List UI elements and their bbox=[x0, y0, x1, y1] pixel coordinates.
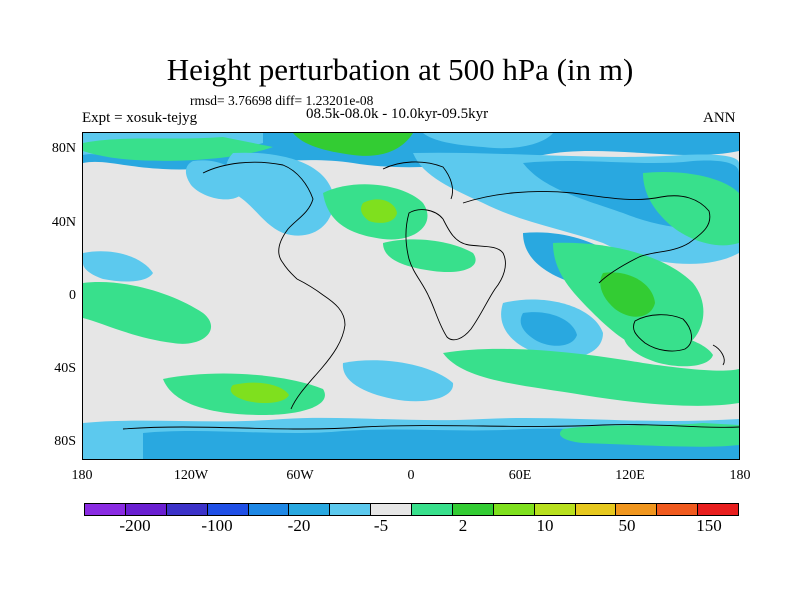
season-label: ANN bbox=[703, 110, 736, 126]
lon-label-120e: 120E bbox=[615, 468, 645, 483]
colorbar-label: -5 bbox=[373, 516, 389, 535]
colorbar-box bbox=[289, 504, 331, 515]
colorbar bbox=[84, 503, 739, 516]
colorbar-box bbox=[207, 504, 249, 515]
lon-label-180w: 180 bbox=[71, 468, 93, 483]
colorbar-box bbox=[371, 504, 412, 515]
lat-label-40s: 40S bbox=[54, 361, 76, 376]
colorbar-box bbox=[125, 504, 167, 515]
colorbar-label: -100 bbox=[201, 516, 233, 535]
colorbar-label: -200 bbox=[119, 516, 151, 535]
contour-map bbox=[83, 133, 739, 459]
lon-label-180e: 180 bbox=[729, 468, 751, 483]
colorbar-box bbox=[657, 504, 699, 515]
colorbar-box bbox=[330, 504, 372, 515]
period-label: 08.5k-08.0k - 10.0kyr-09.5kyr bbox=[306, 106, 489, 122]
colorbar-label: 150 bbox=[696, 516, 722, 535]
colorbar-label: 2 bbox=[458, 516, 468, 535]
rmsd-stats: rmsd= 3.76698 diff= 1.23201e-08 bbox=[190, 93, 374, 108]
colorbar-label: 10 bbox=[536, 516, 554, 535]
colorbar-box bbox=[85, 504, 126, 515]
colorbar-box bbox=[412, 504, 453, 515]
lat-label-80n: 80N bbox=[51, 141, 76, 156]
colorbar-box bbox=[534, 504, 576, 515]
map-plot bbox=[82, 132, 740, 460]
lat-label-80s: 80S bbox=[54, 434, 76, 449]
colorbar-box bbox=[452, 504, 494, 515]
lon-label-60e: 60E bbox=[508, 468, 532, 483]
lat-label-40n: 40N bbox=[51, 215, 76, 230]
colorbar-box bbox=[166, 504, 208, 515]
colorbar-box bbox=[493, 504, 535, 515]
colorbar-box bbox=[616, 504, 658, 515]
colorbar-box bbox=[575, 504, 617, 515]
lon-label-60w: 60W bbox=[286, 468, 314, 483]
colorbar-label: 50 bbox=[618, 516, 636, 535]
map-title: Height perturbation at 500 hPa (in m) bbox=[166, 52, 634, 87]
colorbar-box bbox=[248, 504, 290, 515]
lon-label-0: 0 bbox=[407, 468, 415, 483]
colorbar-box bbox=[698, 504, 738, 515]
lon-label-120w: 120W bbox=[173, 468, 209, 483]
experiment-label: Expt = xosuk-tejyg bbox=[82, 110, 198, 126]
colorbar-label: -20 bbox=[287, 516, 311, 535]
lat-label-0: 0 bbox=[69, 288, 76, 303]
